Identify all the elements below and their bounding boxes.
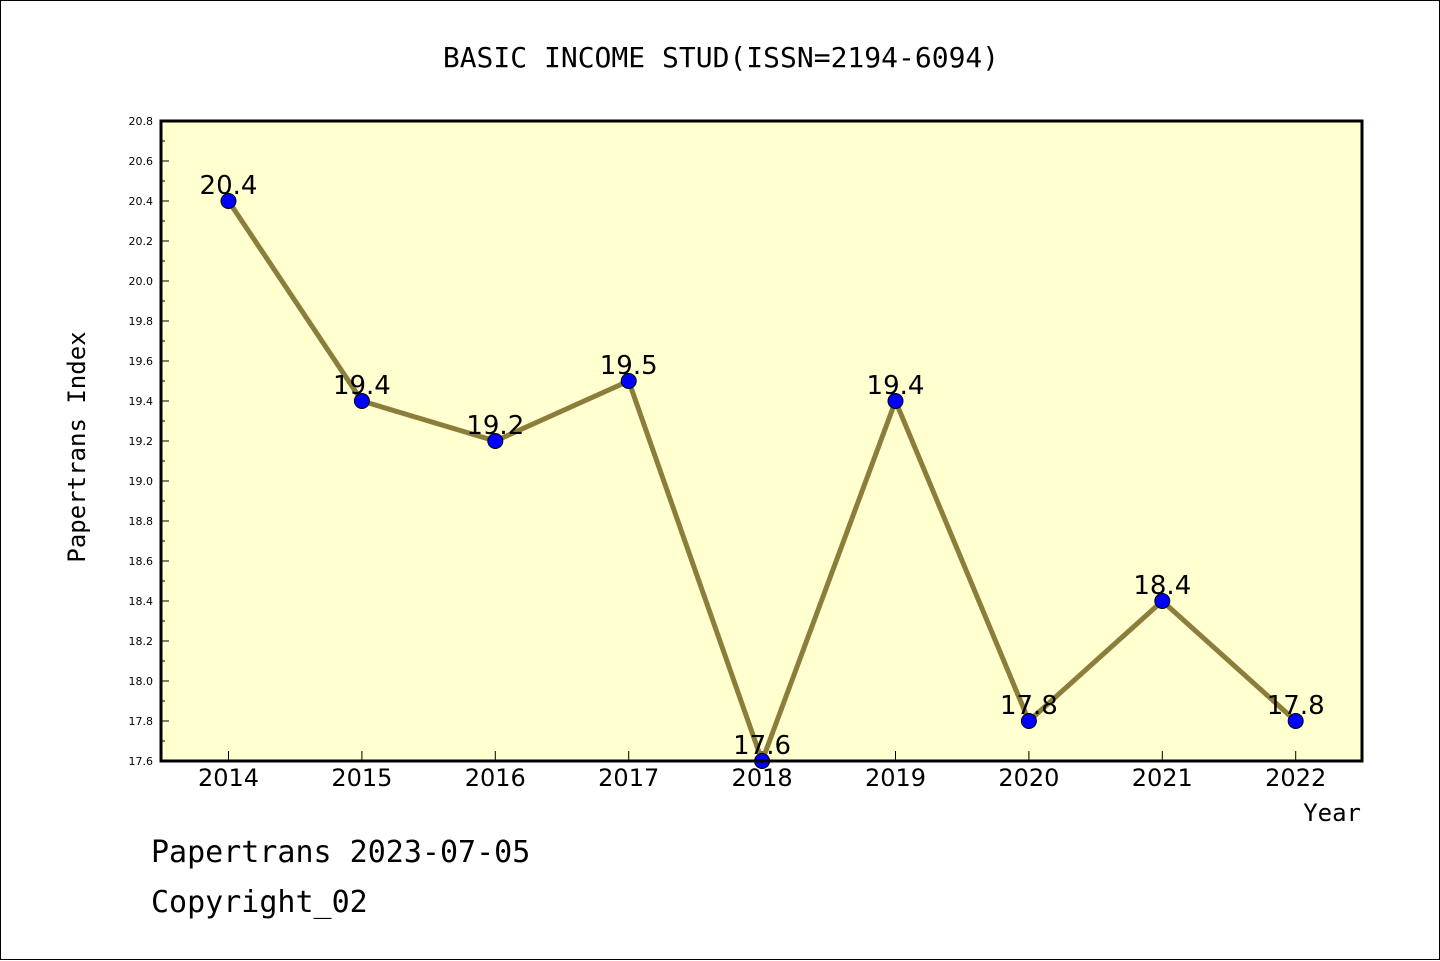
data-label: 19.2 — [466, 411, 524, 441]
y-tick-label: 19.0 — [129, 475, 154, 488]
data-label: 17.8 — [1000, 691, 1058, 721]
footer-copyright: Copyright_02 — [151, 885, 368, 920]
data-point — [1154, 593, 1171, 609]
data-label: 18.4 — [1133, 571, 1191, 601]
y-tick-label: 20.0 — [129, 275, 154, 288]
data-label: 19.5 — [600, 351, 658, 381]
data-label: 20.4 — [200, 171, 258, 201]
footer-date-line: Papertrans 2023-07-05 — [151, 835, 531, 870]
y-tick-label: 18.6 — [129, 555, 154, 568]
y-tick-label: 20.6 — [129, 155, 154, 168]
plot-area — [161, 121, 1362, 761]
y-tick-label: 20.8 — [129, 115, 154, 128]
data-label: 19.4 — [867, 371, 925, 401]
plot-border — [159, 119, 1364, 763]
x-tick-label: 2016 — [465, 764, 526, 792]
y-tick-label: 19.4 — [129, 395, 154, 408]
y-tick-label: 18.8 — [129, 515, 154, 528]
y-tick-label: 18.2 — [129, 635, 154, 648]
y-tick-label: 19.2 — [129, 435, 154, 448]
y-tick-label: 18.0 — [129, 675, 154, 688]
y-tick-label: 20.4 — [129, 195, 154, 208]
y-axis-title: Papertrans Index — [63, 331, 91, 562]
x-tick-label: 2014 — [198, 764, 259, 792]
data-label: 17.6 — [733, 731, 791, 761]
data-point — [1287, 713, 1304, 729]
y-tick-label: 19.6 — [129, 355, 154, 368]
data-point — [487, 433, 504, 449]
data-labels: 20.4 19.4 19.2 19.5 17.6 19.4 17.8 18.4 17.8 — [200, 171, 1325, 761]
x-axis-ticks: 2014 2015 2016 2017 2018 2019 2020 2021 2022 — [198, 751, 1326, 792]
chart-title: BASIC INCOME STUD(ISSN=2194-6094) — [443, 41, 999, 74]
x-tick-label: 2020 — [998, 764, 1059, 792]
data-label: 19.4 — [333, 371, 391, 401]
x-tick-label: 2019 — [865, 764, 926, 792]
y-tick-label: 17.6 — [129, 755, 154, 768]
x-tick-label: 2015 — [331, 764, 392, 792]
y-tick-label: 17.8 — [129, 715, 154, 728]
y-tick-label: 18.4 — [129, 595, 154, 608]
y-tick-label: 20.2 — [129, 235, 154, 248]
data-point — [1020, 713, 1037, 729]
data-point — [887, 393, 904, 409]
x-axis-title: Year — [1303, 799, 1361, 827]
data-label: 17.8 — [1267, 691, 1325, 721]
x-tick-label: 2021 — [1132, 764, 1193, 792]
data-point — [620, 373, 637, 389]
y-axis-ticks: 17.6 17.8 18.0 18.2 18.4 18.6 18.8 19.0 19.2 19.4… — [129, 115, 169, 768]
x-tick-label: 2017 — [598, 764, 659, 792]
x-tick-label: 2022 — [1265, 764, 1326, 792]
data-point — [220, 193, 237, 209]
data-point — [353, 393, 370, 409]
y-tick-label: 19.8 — [129, 315, 154, 328]
